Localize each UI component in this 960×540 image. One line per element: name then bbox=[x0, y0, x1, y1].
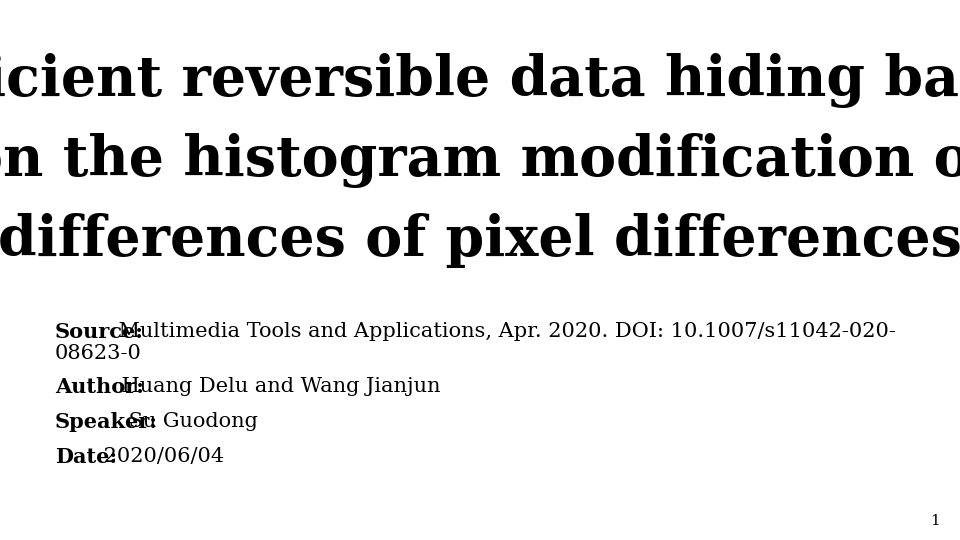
Text: on the histogram modification of: on the histogram modification of bbox=[0, 132, 960, 187]
Text: Date:: Date: bbox=[55, 447, 117, 467]
Text: Su Guodong: Su Guodong bbox=[122, 412, 258, 431]
Text: Multimedia Tools and Applications, Apr. 2020. DOI: 10.1007/s11042-020-: Multimedia Tools and Applications, Apr. … bbox=[112, 322, 896, 341]
Text: Huang Delu and Wang Jianjun: Huang Delu and Wang Jianjun bbox=[115, 377, 441, 396]
Text: Efficient reversible data hiding based: Efficient reversible data hiding based bbox=[0, 52, 960, 107]
Text: 08623-0: 08623-0 bbox=[55, 344, 142, 363]
Text: Author:: Author: bbox=[55, 377, 144, 397]
Text: Speaker:: Speaker: bbox=[55, 412, 157, 432]
Text: 1: 1 bbox=[930, 514, 940, 528]
Text: 2020/06/04: 2020/06/04 bbox=[97, 447, 224, 466]
Text: differences of pixel differences: differences of pixel differences bbox=[0, 213, 960, 267]
Text: Source:: Source: bbox=[55, 322, 144, 342]
